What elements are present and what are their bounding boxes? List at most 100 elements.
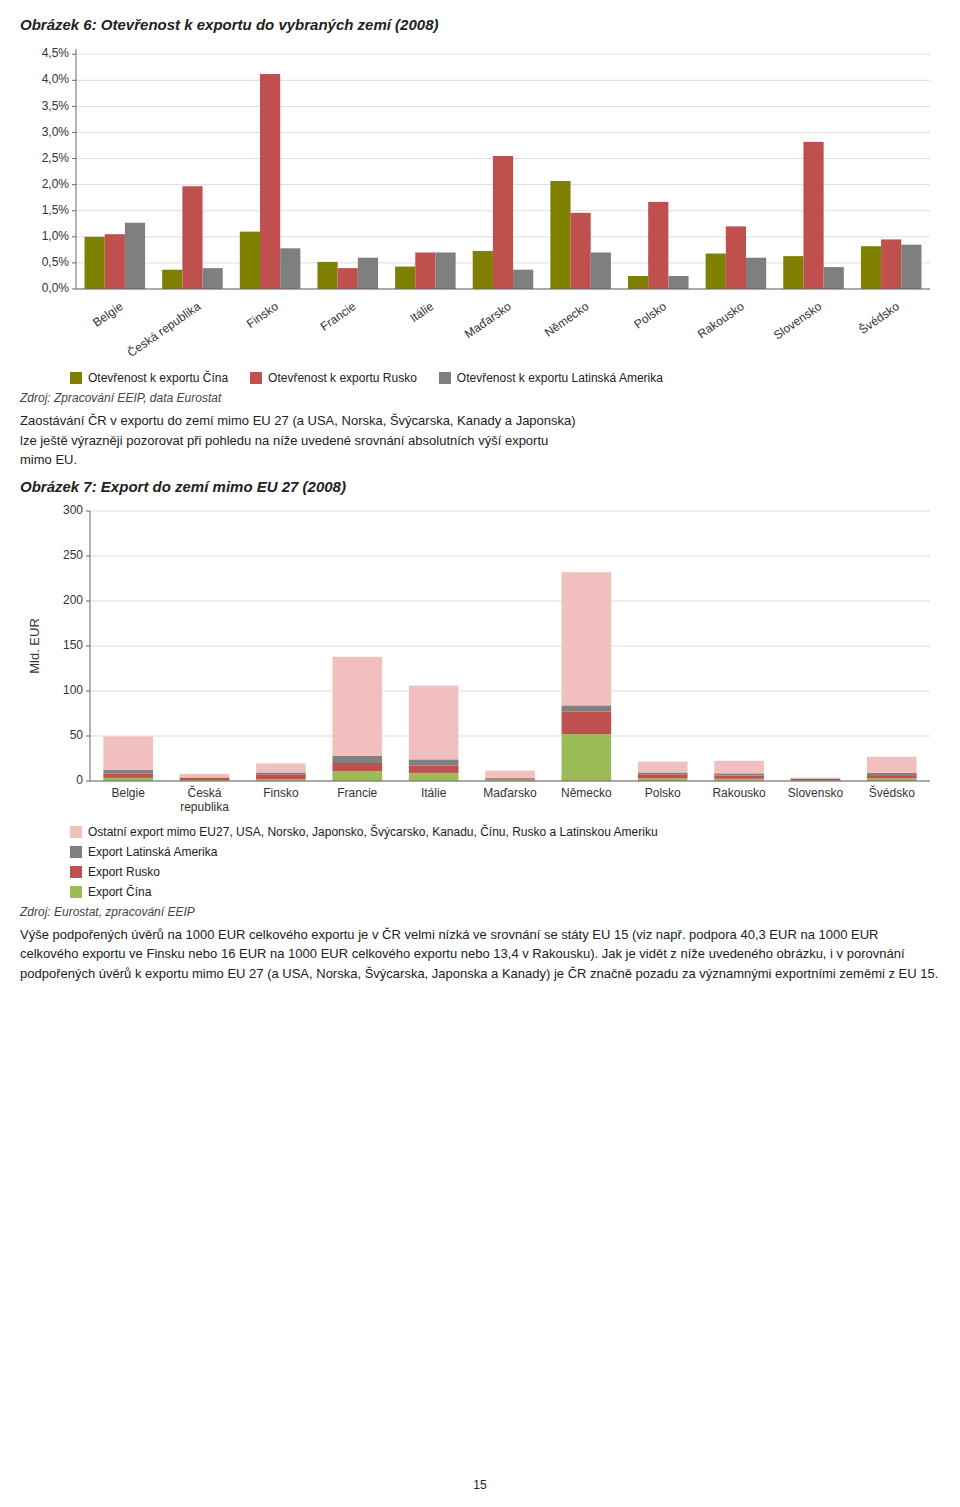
- bar-segment: [714, 775, 764, 778]
- grid: [76, 54, 930, 289]
- bar-segment: [409, 685, 459, 759]
- legend-swatch: [70, 826, 82, 838]
- grid-line: [90, 780, 930, 781]
- bar: [493, 156, 513, 289]
- chart-svg: 050100150200250300Mld. EURBelgieČeskárep…: [20, 499, 940, 823]
- x-tick-label: Maďarsko: [483, 786, 537, 800]
- grid-line: [76, 106, 930, 107]
- y-tick: [72, 132, 76, 133]
- x-tick-label: Slovensko: [771, 299, 825, 342]
- legend-item: Otevřenost k exportu Čína: [70, 371, 228, 385]
- bar-segment: [332, 755, 382, 762]
- bar: [473, 251, 493, 289]
- y-tick: [72, 210, 76, 211]
- grid-line: [76, 54, 930, 55]
- grid-line: [90, 555, 930, 556]
- bar: [668, 276, 688, 289]
- bars: [103, 572, 916, 781]
- bar: [125, 223, 145, 289]
- x-tick-label: Slovensko: [788, 786, 844, 800]
- x-tick-label: Německo: [561, 786, 612, 800]
- bar: [803, 142, 823, 289]
- x-tick-label: Itálie: [421, 786, 447, 800]
- body-text: Výše podpořených úvěrů na 1000 EUR celko…: [20, 925, 940, 984]
- bar-segment: [562, 705, 612, 711]
- x-tick-label: Finsko: [244, 299, 281, 331]
- bar: [182, 186, 202, 289]
- y-tick-label: 3,5%: [42, 99, 70, 113]
- y-tick-label: 300: [63, 503, 83, 517]
- chart-title: Obrázek 7: Export do zemí mimo EU 27 (20…: [20, 478, 940, 495]
- bar: [513, 270, 533, 289]
- y-tick: [72, 184, 76, 185]
- legend-swatch: [70, 866, 82, 878]
- legend-item: Otevřenost k exportu Latinská Amerika: [439, 371, 663, 385]
- bars: [85, 74, 922, 289]
- y-tick-label: 0,5%: [42, 255, 70, 269]
- y-tick-label: 0,0%: [42, 281, 70, 295]
- grid-line: [90, 600, 930, 601]
- x-tick-label: Rakousko: [695, 299, 747, 341]
- y-axis: 050100150200250300: [63, 503, 90, 787]
- bar-segment: [409, 772, 459, 780]
- bar: [203, 268, 223, 289]
- x-tick-label: Belgie: [90, 299, 126, 330]
- source: Zdroj: Eurostat, zpracování EEIP: [20, 905, 940, 919]
- bar-segment: [485, 770, 535, 777]
- bar-segment: [409, 765, 459, 772]
- bar: [746, 258, 766, 289]
- y-tick-label: 150: [63, 638, 83, 652]
- grid: [90, 511, 930, 781]
- legend-item: Export Latinská Amerika: [70, 845, 940, 859]
- y-tick: [72, 289, 76, 290]
- bar-segment: [867, 772, 917, 774]
- x-tick-label: Itálie: [407, 299, 436, 325]
- bar: [648, 202, 668, 289]
- legend-swatch: [439, 372, 451, 384]
- y-tick-label: 1,0%: [42, 229, 70, 243]
- bar: [85, 237, 105, 289]
- bar-segment: [256, 772, 306, 774]
- bar: [591, 252, 611, 289]
- legend-label: Ostatní export mimo EU27, USA, Norsko, J…: [88, 825, 658, 839]
- x-axis: BelgieČeská republikaFinskoFrancieItálie…: [76, 289, 930, 360]
- x-axis: BelgieČeskárepublikaFinskoFrancieItálieM…: [90, 781, 930, 814]
- body-text: lze ještě výrazněji pozorovat při pohled…: [20, 431, 940, 451]
- y-axis-label: Mld. EUR: [27, 618, 42, 674]
- bar: [824, 267, 844, 289]
- x-axis-line: [90, 780, 930, 781]
- legend-swatch: [70, 372, 82, 384]
- legend-label: Otevřenost k exportu Latinská Amerika: [457, 371, 663, 385]
- bar-segment: [180, 777, 230, 779]
- bar: [628, 276, 648, 289]
- legend-label: Otevřenost k exportu Čína: [88, 371, 228, 385]
- bar-segment: [562, 734, 612, 781]
- legend-label: Export Čína: [88, 885, 151, 899]
- body-text: Zaostávání ČR v exportu do zemí mimo EU …: [20, 411, 940, 431]
- bar-segment: [791, 778, 841, 780]
- y-tick: [86, 645, 90, 646]
- chart-title: Obrázek 6: Otevřenost k exportu do vybra…: [20, 16, 940, 33]
- bar-segment: [714, 760, 764, 773]
- y-tick-label: 250: [63, 548, 83, 562]
- x-tick-label: Českárepublika: [180, 785, 229, 814]
- bar: [881, 239, 901, 289]
- legend-label: Otevřenost k exportu Rusko: [268, 371, 417, 385]
- y-axis-line: [90, 511, 91, 781]
- y-tick: [72, 158, 76, 159]
- bar-segment: [180, 773, 230, 777]
- bar: [706, 254, 726, 289]
- bar-segment: [638, 761, 688, 772]
- bar: [240, 232, 260, 289]
- bar-segment: [256, 774, 306, 779]
- x-tick-label: Česká republika: [124, 298, 203, 360]
- bar: [317, 262, 337, 289]
- legend: Otevřenost k exportu Čína Otevřenost k ex…: [70, 371, 940, 385]
- y-tick-label: 2,5%: [42, 151, 70, 165]
- bar-segment: [103, 736, 153, 769]
- y-tick-label: 4,0%: [42, 72, 70, 86]
- legend-swatch: [70, 886, 82, 898]
- y-axis: 0,0%0,5%1,0%1,5%2,0%2,5%3,0%3,5%4,0%4,5%: [42, 46, 76, 295]
- y-tick-label: 1,5%: [42, 203, 70, 217]
- bar: [571, 213, 591, 289]
